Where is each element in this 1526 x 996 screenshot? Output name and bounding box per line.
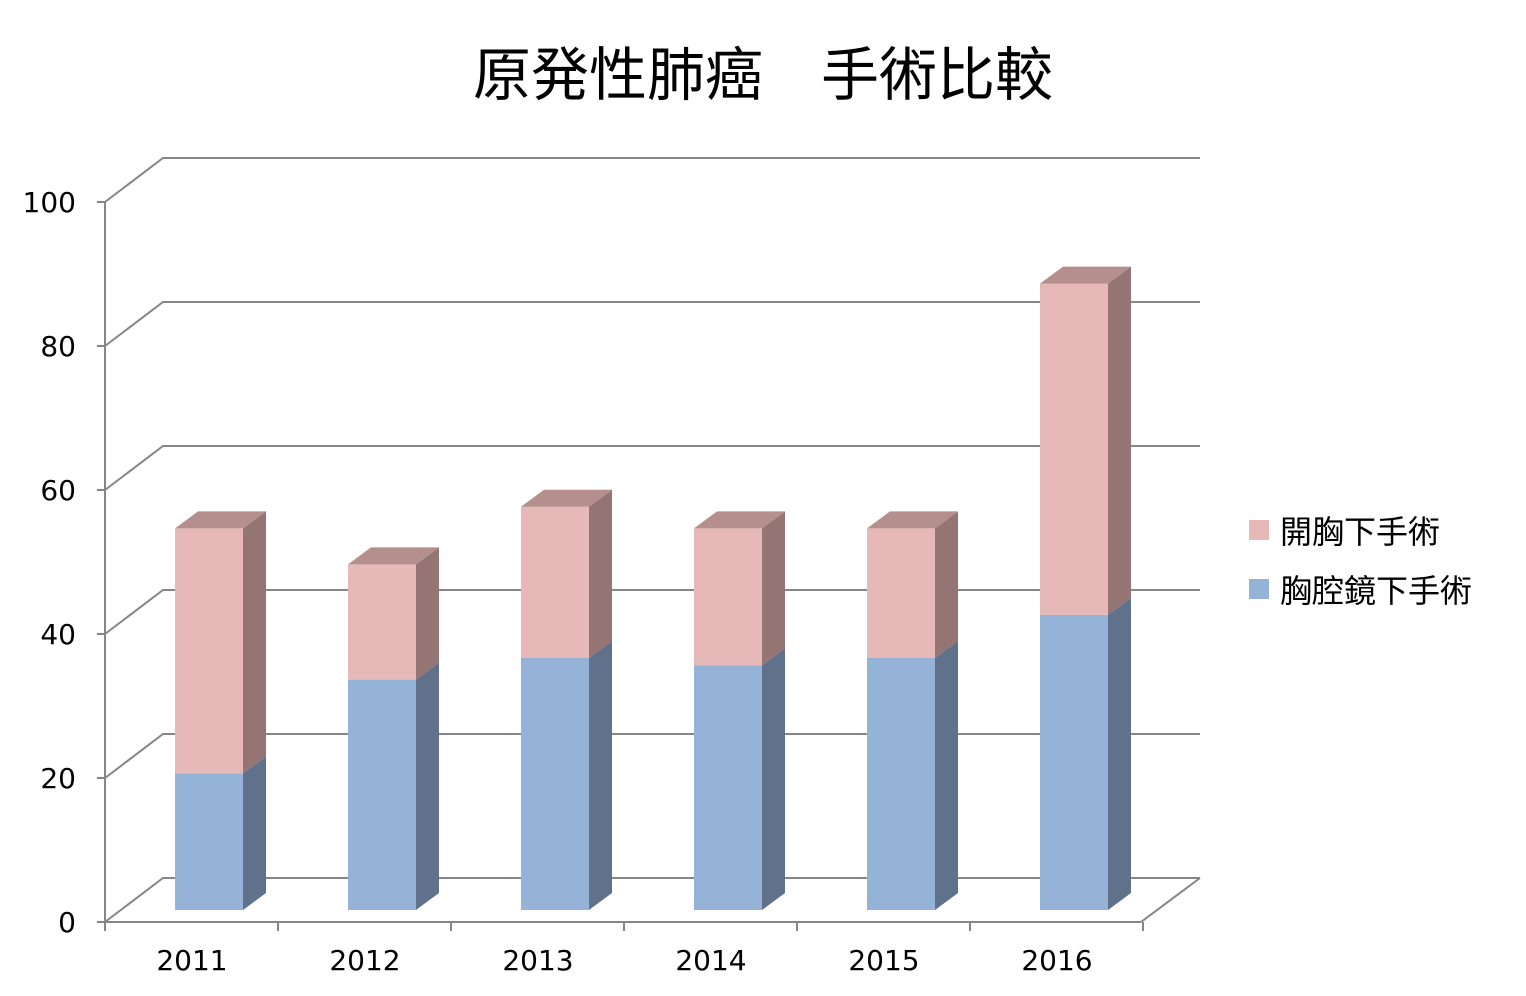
bar-top	[348, 547, 439, 565]
x-tick-label: 2013	[502, 944, 573, 977]
bar	[348, 564, 416, 680]
bar-side	[935, 511, 958, 658]
bar	[694, 665, 762, 910]
bar-top	[867, 511, 958, 529]
floor-right-edge	[1140, 877, 1201, 923]
bar	[1040, 614, 1108, 910]
bar	[521, 658, 589, 910]
y-tick-label: 60	[40, 474, 76, 507]
y-tick-label: 100	[23, 186, 76, 219]
bar-side	[589, 641, 612, 910]
x-tick-label: 2014	[675, 944, 746, 977]
legend-label: 胸腔鏡下手術	[1280, 572, 1472, 610]
gridline	[104, 301, 1200, 347]
bar-top	[521, 489, 612, 507]
bar-side	[416, 662, 439, 910]
bars	[175, 266, 1131, 910]
bar-side	[762, 648, 785, 910]
y-tick-label: 20	[40, 762, 76, 795]
bar	[694, 528, 762, 666]
gridline	[104, 733, 1200, 779]
bar-side	[243, 756, 266, 910]
x-tick-label: 2015	[848, 944, 919, 977]
bar	[175, 773, 243, 910]
bar	[867, 528, 935, 658]
bar-top	[694, 511, 785, 529]
x-tick-label: 2016	[1021, 944, 1092, 977]
bar-top	[1040, 266, 1131, 284]
x-tick-label: 2012	[329, 944, 400, 977]
chart-title: 原発性肺癌 手術比較	[473, 41, 1053, 109]
x-tick-label: 2011	[156, 944, 227, 977]
bar	[348, 679, 416, 910]
legend-swatch	[1249, 579, 1269, 599]
bar-side	[1108, 266, 1131, 615]
y-tick-label: 80	[40, 330, 76, 363]
bar-side	[243, 511, 266, 774]
bar	[867, 658, 935, 910]
tick-labels: 0 20 40 60 80 100 2011 2012 2013 2014 2015 2016	[23, 186, 1093, 977]
bar-side	[935, 641, 958, 910]
gridlines	[104, 157, 1200, 923]
gridline	[104, 445, 1200, 491]
bar	[1040, 283, 1108, 615]
gridline	[104, 157, 1200, 203]
legend-swatch	[1249, 520, 1269, 540]
bar-side	[762, 511, 785, 666]
bar	[175, 528, 243, 774]
bar-side	[416, 547, 439, 680]
bar-side	[589, 489, 612, 658]
bar-top	[175, 511, 266, 529]
y-tick-label: 0	[58, 906, 76, 939]
legend-label: 開胸下手術	[1280, 513, 1440, 551]
axes	[97, 201, 1201, 931]
y-tick-label: 40	[40, 618, 76, 651]
gridline	[104, 589, 1200, 635]
gridline	[104, 877, 1200, 923]
bar	[521, 506, 589, 658]
bar-side	[1108, 597, 1131, 910]
